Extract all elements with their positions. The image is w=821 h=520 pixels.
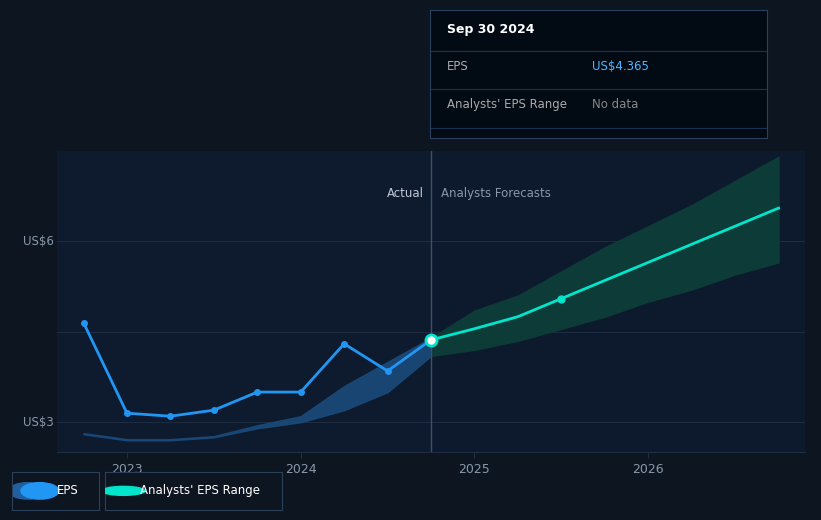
Text: US$6: US$6 [23, 235, 53, 248]
Text: No data: No data [592, 98, 638, 111]
Circle shape [97, 486, 140, 496]
Circle shape [103, 486, 144, 496]
Text: Analysts' EPS Range: Analysts' EPS Range [140, 485, 260, 497]
Circle shape [21, 483, 59, 499]
Text: US$3: US$3 [23, 416, 53, 428]
Text: US$4.365: US$4.365 [592, 60, 649, 73]
Text: Actual: Actual [387, 187, 424, 200]
Text: Sep 30 2024: Sep 30 2024 [447, 23, 534, 36]
Circle shape [9, 483, 47, 499]
Text: Analysts Forecasts: Analysts Forecasts [442, 187, 552, 200]
Text: Analysts' EPS Range: Analysts' EPS Range [447, 98, 567, 111]
Bar [57, 151, 431, 452]
Text: EPS: EPS [447, 60, 469, 73]
Text: EPS: EPS [57, 485, 79, 497]
